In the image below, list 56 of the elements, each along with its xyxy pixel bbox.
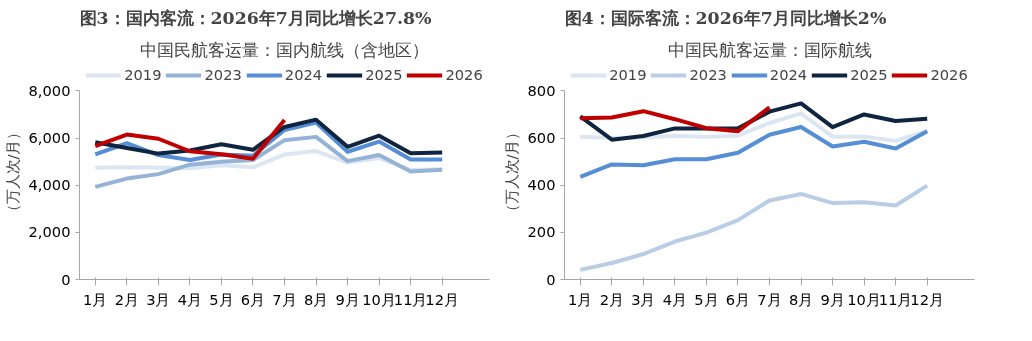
x-tick-label: 3月 — [146, 290, 171, 308]
x-tick-label: 6月 — [240, 290, 266, 308]
x-tick-label: 1月 — [568, 290, 593, 308]
legend-label: 2019 — [609, 66, 647, 83]
y-tick-label: 6,000 — [28, 129, 71, 147]
y-tick-label: 0 — [546, 270, 556, 288]
legend-label: 2024 — [769, 66, 808, 83]
y-tick-label: 800 — [527, 81, 556, 99]
line-series — [93, 117, 445, 156]
line-series — [93, 134, 445, 189]
x-tick-label: 5月 — [209, 290, 234, 308]
y-tick-label: 400 — [527, 176, 556, 194]
x-tick-label: 10月 — [847, 290, 881, 308]
line-series — [578, 105, 772, 134]
x-tick-label: 2月 — [114, 290, 139, 308]
chart-subtitle: 中国民航客运量：国内航线（含地区） — [140, 39, 429, 60]
x-tick-label: 9月 — [335, 290, 360, 308]
legend-label: 2026 — [930, 66, 968, 83]
legend-label: 2025 — [365, 66, 403, 83]
x-tick-label: 4月 — [177, 290, 203, 308]
y-tick-label: 200 — [527, 223, 556, 241]
legend-label: 2019 — [124, 66, 162, 83]
legend-label: 2026 — [445, 66, 483, 83]
y-axis-title: （万人次/月） — [3, 124, 21, 220]
x-tick-label: 12月 — [910, 290, 945, 308]
x-tick-label: 4月 — [662, 290, 688, 308]
line-series — [578, 124, 930, 179]
x-tick-label: 9月 — [820, 290, 845, 308]
y-tick-label: 600 — [527, 129, 556, 147]
x-tick-label: 7月 — [757, 290, 782, 308]
line-series — [578, 183, 930, 272]
y-tick-label: 2,000 — [28, 223, 71, 241]
x-tick-label: 8月 — [303, 290, 329, 308]
legend-label: 2023 — [689, 66, 727, 83]
legend-label: 2023 — [204, 66, 242, 83]
x-tick-label: 8月 — [788, 290, 814, 308]
x-tick-label: 6月 — [725, 290, 751, 308]
x-tick-label: 5月 — [694, 290, 719, 308]
x-tick-label: 11月 — [878, 290, 913, 308]
y-tick-label: 8,000 — [28, 81, 71, 99]
x-tick-label: 3月 — [631, 290, 656, 308]
x-tick-label: 11月 — [393, 290, 428, 308]
y-tick-label: 4,000 — [28, 176, 71, 194]
chart-subtitle: 中国民航客运量：国际航线 — [667, 39, 872, 60]
legend-label: 2025 — [850, 66, 888, 83]
x-tick-label: 7月 — [272, 290, 297, 308]
y-axis-title: （万人次/月） — [502, 124, 520, 220]
x-tick-label: 12月 — [425, 290, 460, 308]
legend-label: 2024 — [284, 66, 323, 83]
line-series — [93, 117, 287, 161]
chart-title: 图4：国际客流：2026年7月同比增长2% — [564, 7, 887, 28]
y-tick-label: 0 — [61, 270, 71, 288]
x-tick-label: 2月 — [599, 290, 624, 308]
x-tick-label: 10月 — [362, 290, 396, 308]
chart-title: 图3：国内客流：2026年7月同比增长27.8% — [79, 7, 433, 28]
x-tick-label: 1月 — [83, 290, 108, 308]
